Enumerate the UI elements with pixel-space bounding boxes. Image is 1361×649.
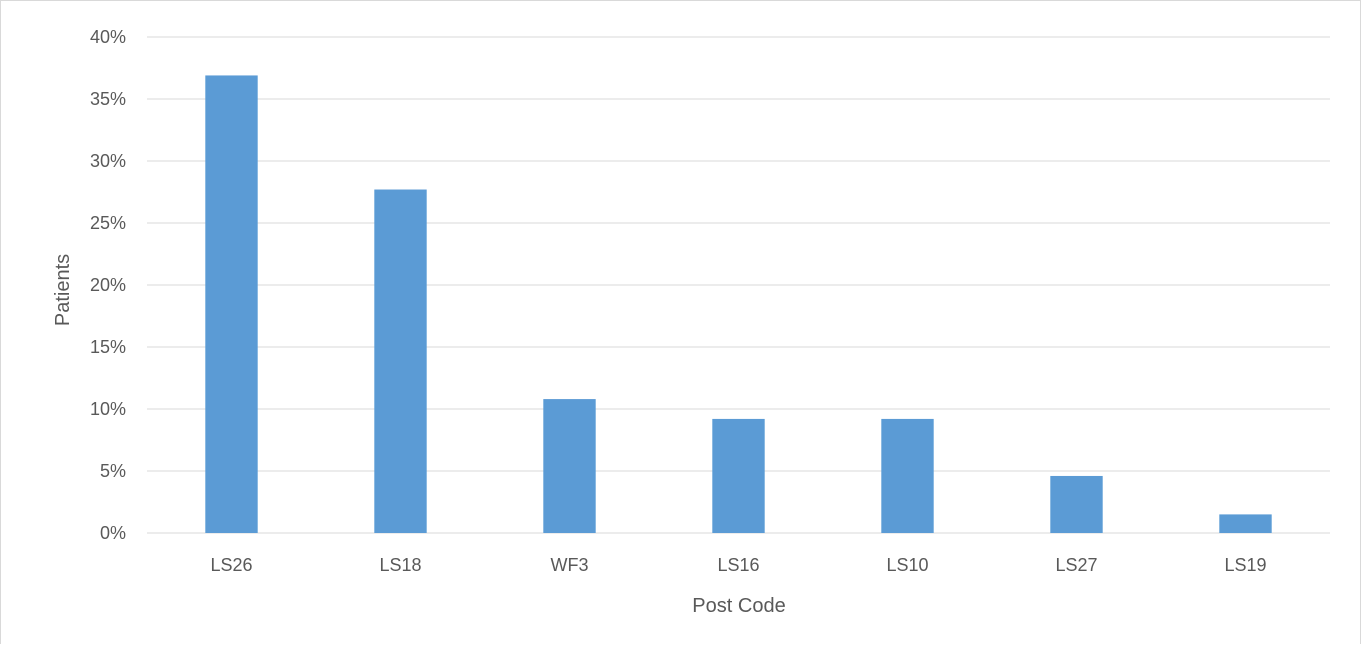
x-tick-label: LS19 <box>1224 555 1266 575</box>
x-axis-ticks: LS26 LS18 WF3 LS16 LS10 LS27 LS19 <box>210 555 1266 575</box>
bar-ls27 <box>1050 475 1103 533</box>
bar-ls18 <box>374 189 427 533</box>
bar-ls19 <box>1219 514 1272 533</box>
y-tick-label: 30% <box>90 151 126 171</box>
bar-ls16 <box>712 418 765 533</box>
bar-ls26 <box>205 75 258 533</box>
y-axis-title: Patients <box>52 254 74 326</box>
y-tick-label: 10% <box>90 399 126 419</box>
x-tick-label: LS26 <box>210 555 252 575</box>
x-tick-label: LS18 <box>379 555 421 575</box>
bar-ls10 <box>881 418 934 533</box>
x-tick-label: WF3 <box>551 555 589 575</box>
x-tick-label: LS16 <box>717 555 759 575</box>
x-tick-label: LS10 <box>886 555 928 575</box>
y-tick-label: 35% <box>90 89 126 109</box>
y-tick-label: 25% <box>90 213 126 233</box>
bar-wf3 <box>543 399 596 533</box>
y-tick-label: 5% <box>100 461 126 481</box>
gridlines <box>147 36 1330 534</box>
bars <box>205 75 1272 533</box>
y-tick-label: 15% <box>90 337 126 357</box>
x-tick-label: LS27 <box>1055 555 1097 575</box>
y-axis-ticks: 0% 5% 10% 15% 20% 25% 30% 35% 40% <box>90 27 126 543</box>
x-axis-title: Post Code <box>692 595 785 617</box>
y-tick-label: 40% <box>90 27 126 47</box>
y-tick-label: 0% <box>100 523 126 543</box>
y-tick-label: 20% <box>90 275 126 295</box>
